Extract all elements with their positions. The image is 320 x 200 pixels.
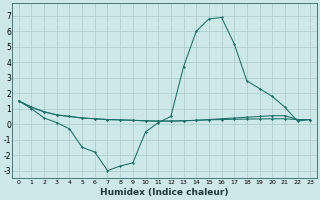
X-axis label: Humidex (Indice chaleur): Humidex (Indice chaleur) xyxy=(100,188,229,197)
